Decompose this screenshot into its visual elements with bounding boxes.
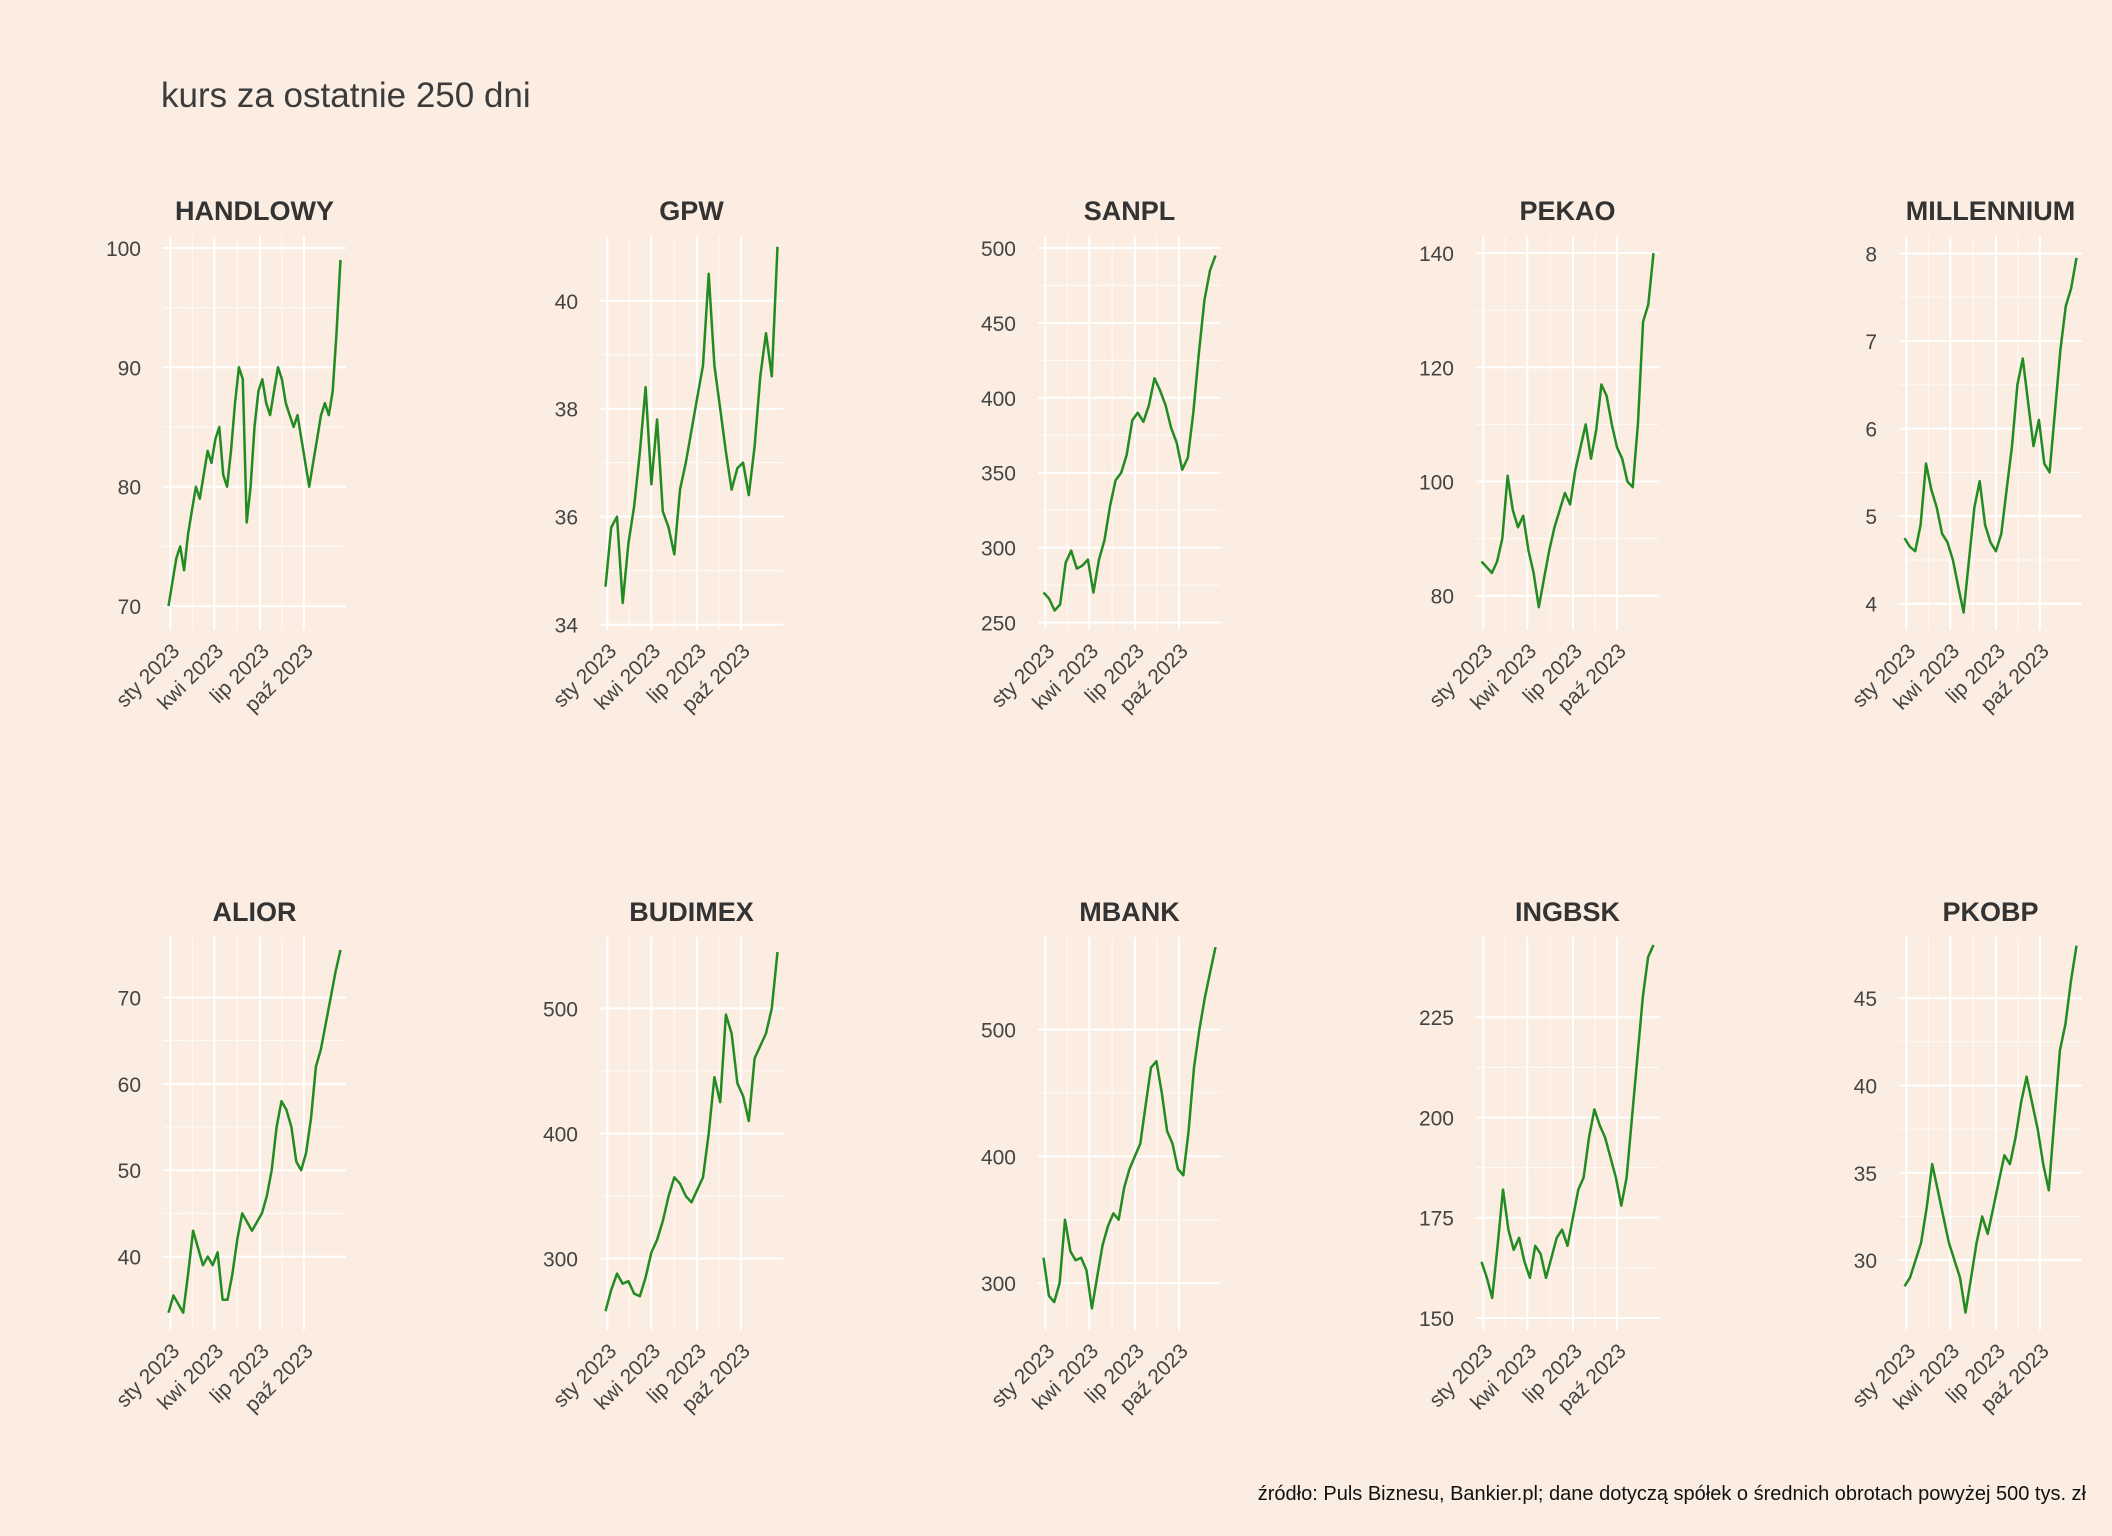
- panel-title: MILLENNIUM: [1906, 196, 2075, 226]
- y-tick-label: 100: [1419, 472, 1454, 495]
- y-tick-label: 40: [118, 1247, 141, 1270]
- y-tick-label: 40: [1854, 1075, 1877, 1098]
- series-line-millennium: [1903, 257, 2078, 614]
- y-tick-label: 175: [1419, 1208, 1454, 1231]
- panel-title: INGBSK: [1515, 897, 1621, 927]
- y-tick-label: 30: [1854, 1250, 1877, 1273]
- series-line-handlowy: [167, 259, 342, 607]
- series-line-gpw: [604, 246, 779, 605]
- panel-title: ALIOR: [213, 897, 297, 927]
- panel-title: GPW: [659, 196, 724, 226]
- y-tick-label: 36: [555, 507, 578, 530]
- y-tick-label: 5: [1865, 506, 1877, 529]
- y-tick-label: 38: [555, 399, 578, 422]
- y-tick-label: 34: [555, 615, 579, 638]
- y-tick-label: 8: [1865, 244, 1877, 267]
- series-line-alior: [167, 949, 342, 1314]
- panel-title: MBANK: [1079, 897, 1180, 927]
- y-tick-label: 80: [118, 477, 141, 500]
- source-note: źródło: Puls Biznesu, Bankier.pl; dane d…: [1257, 1483, 2086, 1505]
- y-tick-label: 7: [1865, 331, 1877, 354]
- y-tick-label: 450: [981, 313, 1016, 336]
- y-tick-label: 500: [543, 998, 578, 1021]
- series-line-pekao: [1480, 252, 1655, 609]
- y-tick-label: 250: [981, 613, 1016, 636]
- page-title: kurs za ostatnie 250 dni: [161, 76, 531, 115]
- y-tick-label: 40: [555, 291, 578, 314]
- y-tick-label: 100: [106, 238, 141, 261]
- y-tick-label: 4: [1865, 594, 1877, 617]
- y-tick-label: 35: [1854, 1163, 1877, 1186]
- y-tick-label: 6: [1865, 419, 1877, 442]
- y-tick-label: 70: [118, 596, 141, 619]
- y-tick-label: 225: [1419, 1007, 1454, 1030]
- y-tick-label: 60: [118, 1074, 141, 1097]
- series-line-budimex: [604, 951, 779, 1312]
- y-tick-label: 300: [543, 1249, 578, 1272]
- y-tick-label: 70: [118, 987, 141, 1010]
- series-line-ingbsk: [1480, 944, 1655, 1300]
- y-tick-label: 150: [1419, 1308, 1454, 1331]
- y-tick-label: 350: [981, 463, 1016, 486]
- series-line-pkobp: [1903, 945, 2078, 1314]
- y-tick-label: 400: [981, 388, 1016, 411]
- panel-title: PEKAO: [1519, 196, 1615, 226]
- panel-title: PKOBP: [1942, 897, 2038, 927]
- y-tick-label: 140: [1419, 243, 1454, 266]
- y-tick-label: 200: [1419, 1107, 1454, 1130]
- panel-title: SANPL: [1084, 196, 1176, 226]
- y-tick-label: 300: [981, 1273, 1016, 1296]
- y-tick-label: 50: [118, 1160, 141, 1183]
- y-tick-label: 500: [981, 1020, 1016, 1043]
- y-tick-label: 80: [1431, 586, 1454, 609]
- y-tick-label: 400: [543, 1124, 578, 1147]
- panel-title: HANDLOWY: [175, 196, 334, 226]
- y-tick-label: 400: [981, 1146, 1016, 1169]
- y-tick-label: 45: [1854, 988, 1877, 1011]
- y-tick-label: 300: [981, 538, 1016, 561]
- y-tick-label: 500: [981, 238, 1016, 261]
- series-line-mbank: [1042, 946, 1217, 1310]
- y-tick-label: 90: [118, 357, 141, 380]
- y-tick-label: 120: [1419, 357, 1454, 380]
- panel-title: BUDIMEX: [629, 897, 754, 927]
- series-line-sanpl: [1042, 255, 1217, 612]
